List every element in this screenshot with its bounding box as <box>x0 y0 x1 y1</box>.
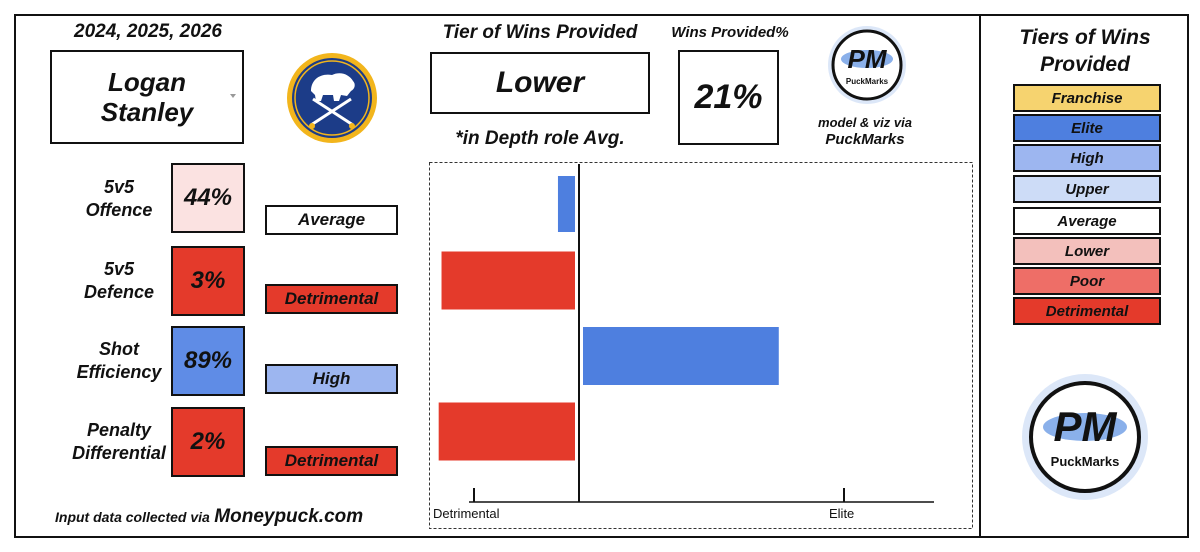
source-note-site: Moneypuck.com <box>214 506 364 527</box>
x-tick-label-elite: Elite <box>829 506 854 521</box>
metric-tier: Detrimental <box>265 284 398 314</box>
legend-divider <box>979 14 981 538</box>
wins-chart: Detrimental Elite <box>429 162 973 529</box>
metric-percentile: 2% <box>171 407 245 477</box>
legend-title: Tiers of Wins Provided <box>1019 26 1151 76</box>
role-note: *in Depth role Avg. <box>455 128 625 149</box>
x-tick-label-detrimental: Detrimental <box>433 506 500 521</box>
wins-provided-value: 21% <box>678 50 779 145</box>
puckmarks-logo-large: PM PuckMarks <box>1022 374 1148 500</box>
bar-5v5-defence <box>441 251 575 310</box>
player-last-name: Stanley <box>100 97 194 127</box>
metric-label: 5v5 Defence <box>83 259 155 302</box>
team-logo <box>287 53 377 143</box>
legend-item-franchise: Franchise <box>1013 84 1161 112</box>
brand-name-large: PuckMarks <box>1051 454 1120 469</box>
credit-line1: model & viz via <box>818 115 912 130</box>
legend-item-average: Average <box>1013 207 1161 235</box>
metric-tier: Average <box>265 205 398 235</box>
tier-header: Tier of Wins Provided <box>442 22 638 43</box>
caret-down-icon[interactable] <box>230 94 236 98</box>
player-first-name: Logan <box>108 67 186 97</box>
metric-percentile: 3% <box>171 246 245 316</box>
metric-label: Shot Efficiency <box>76 339 162 382</box>
source-note: Input data collected via Moneypuck.com <box>55 506 415 528</box>
puckmarks-logo-small: PM PuckMarks <box>828 26 906 104</box>
brand-initials-small: PM <box>848 44 888 74</box>
metric-percentile: 89% <box>171 326 245 396</box>
metric-label: Penalty Differential <box>72 420 166 463</box>
dashboard-frame <box>14 14 1189 538</box>
legend-item-detrimental: Detrimental <box>1013 297 1161 325</box>
player-selector[interactable]: Logan Stanley <box>50 50 244 144</box>
brand-initials-large: PM <box>1054 403 1118 450</box>
metric-percentile: 44% <box>171 163 245 233</box>
brand-name-small: PuckMarks <box>846 77 889 86</box>
credit-line2: PuckMarks <box>825 131 905 148</box>
metric-tier: High <box>265 364 398 394</box>
legend-item-high: High <box>1013 144 1161 172</box>
legend-item-poor: Poor <box>1013 267 1161 295</box>
bar-penalty-differential <box>438 402 575 461</box>
tier-value-box: Lower <box>430 52 650 114</box>
legend-item-elite: Elite <box>1013 114 1161 142</box>
source-note-prefix: Input data collected via <box>55 509 210 525</box>
metric-tier: Detrimental <box>265 446 398 476</box>
metric-label: 5v5 Offence <box>85 177 153 220</box>
legend-item-upper: Upper <box>1013 175 1161 203</box>
bar-5v5-offence <box>557 176 575 232</box>
bar-shot-efficiency <box>583 327 779 385</box>
legend-item-lower: Lower <box>1013 237 1161 265</box>
season-years: 2024, 2025, 2026 <box>74 21 222 42</box>
wins-provided-header: Wins Provided% <box>671 24 789 41</box>
